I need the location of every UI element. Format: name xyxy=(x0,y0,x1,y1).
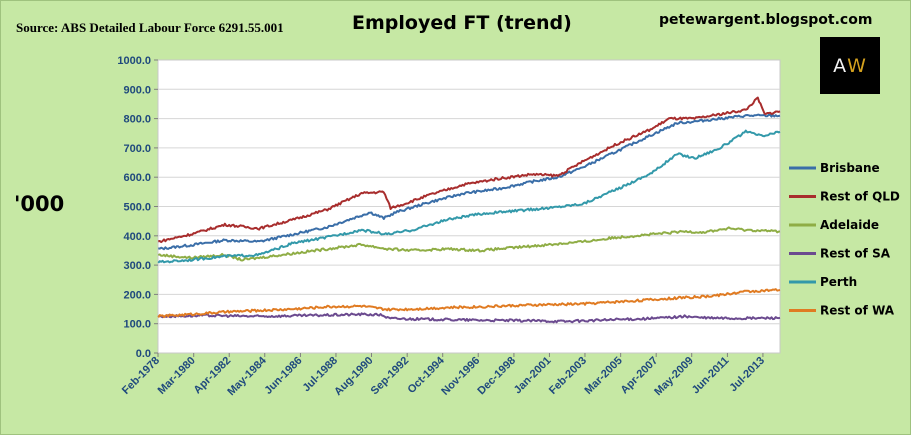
legend: Brisbane Rest of QLD Adelaide Rest of SA Per… xyxy=(789,161,900,318)
source-label: Source: ABS Detailed Labour Force 6291.5… xyxy=(16,20,284,35)
chart-title: Employed FT (trend) xyxy=(352,12,572,34)
y-tick-label: 300.0 xyxy=(123,260,151,272)
legend-label: Rest of QLD xyxy=(820,190,900,204)
y-tick-label: 200.0 xyxy=(123,289,151,301)
y-tick-label: 700.0 xyxy=(123,143,151,155)
x-tick-label: Jun-2011 xyxy=(690,355,732,397)
legend-label: Rest of WA xyxy=(820,304,895,318)
x-tick-label: May-1984 xyxy=(225,354,269,398)
y-axis-units-label: '000 xyxy=(14,192,65,216)
x-tick-label: Mar-2005 xyxy=(583,355,625,397)
x-tick-label: Feb-2003 xyxy=(547,355,589,397)
y-tick-label: 0.0 xyxy=(136,348,151,360)
x-tick-label: Aug-1990 xyxy=(332,355,376,399)
y-tick-label: 900.0 xyxy=(123,84,151,96)
y-tick-label: 100.0 xyxy=(123,319,151,331)
legend-label: Rest of SA xyxy=(820,247,891,261)
x-tick-label: May-2009 xyxy=(652,355,696,399)
legend-label: Perth xyxy=(820,275,857,289)
y-tick-label: 1000.0 xyxy=(117,55,151,67)
legend-label: Adelaide xyxy=(820,218,879,232)
series-lines xyxy=(157,96,781,324)
x-tick-label: Nov-1996 xyxy=(439,355,482,398)
series-line-rest-of-qld xyxy=(158,96,781,244)
x-tick-label: Feb-1978 xyxy=(120,355,162,397)
series-line-rest-of-wa xyxy=(157,288,781,319)
series-line-adelaide xyxy=(157,226,781,262)
y-axis-ticks: 0.0 100.0 200.0 300.0 400.0 500.0 600.0 700.0 80… xyxy=(117,55,158,360)
legend-label: Brisbane xyxy=(820,161,880,175)
site-label: petewargent.blogspot.com xyxy=(659,12,873,28)
series-line-rest-of-sa xyxy=(157,312,781,324)
y-tick-label: 400.0 xyxy=(123,231,151,243)
logo-letter-a: A xyxy=(833,54,848,77)
y-tick-label: 500.0 xyxy=(123,202,151,214)
x-axis-ticks: Feb-1978Mar-1980Apr-1982May-1984Jun-1986… xyxy=(120,353,767,398)
x-tick-label: Jun-1986 xyxy=(262,355,304,397)
series-line-perth xyxy=(157,129,781,264)
y-tick-label: 800.0 xyxy=(123,114,151,126)
x-tick-label: Mar-1980 xyxy=(156,355,198,397)
x-tick-label: Dec-1998 xyxy=(475,355,518,398)
logo-letter-w: W xyxy=(847,54,867,77)
y-tick-label: 600.0 xyxy=(123,172,151,184)
x-tick-label: Sep-1992 xyxy=(369,355,412,398)
series-line-brisbane xyxy=(158,113,781,251)
gridlines xyxy=(158,88,780,325)
x-tick-label: Jul-2013 xyxy=(727,355,767,395)
